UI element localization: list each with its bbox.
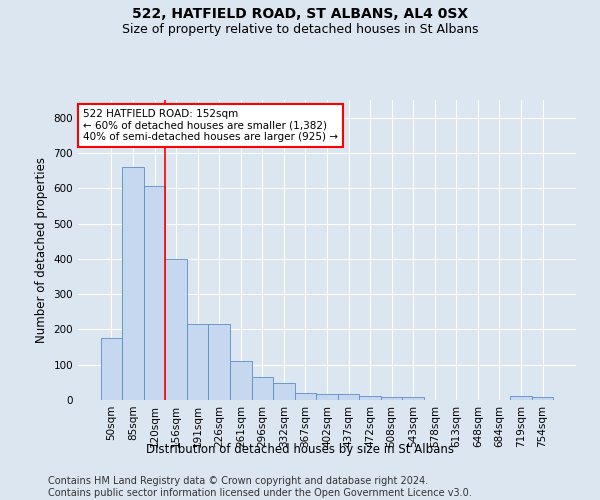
Bar bbox=[208, 324, 230, 400]
Text: Contains HM Land Registry data © Crown copyright and database right 2024.: Contains HM Land Registry data © Crown c… bbox=[48, 476, 428, 486]
Text: 522 HATFIELD ROAD: 152sqm
← 60% of detached houses are smaller (1,382)
40% of se: 522 HATFIELD ROAD: 152sqm ← 60% of detac… bbox=[83, 109, 338, 142]
Bar bbox=[187, 324, 208, 400]
Bar bbox=[316, 394, 338, 400]
Text: Distribution of detached houses by size in St Albans: Distribution of detached houses by size … bbox=[146, 442, 454, 456]
Bar bbox=[510, 396, 532, 400]
Bar bbox=[166, 259, 187, 400]
Bar bbox=[359, 396, 381, 400]
Bar bbox=[101, 338, 122, 400]
Bar bbox=[295, 393, 316, 400]
Bar bbox=[230, 361, 251, 400]
Bar bbox=[403, 397, 424, 400]
Bar bbox=[381, 397, 403, 400]
Bar bbox=[532, 397, 553, 400]
Text: Contains public sector information licensed under the Open Government Licence v3: Contains public sector information licen… bbox=[48, 488, 472, 498]
Bar bbox=[122, 167, 144, 400]
Y-axis label: Number of detached properties: Number of detached properties bbox=[35, 157, 48, 343]
Bar bbox=[338, 394, 359, 400]
Bar bbox=[251, 377, 273, 400]
Text: 522, HATFIELD ROAD, ST ALBANS, AL4 0SX: 522, HATFIELD ROAD, ST ALBANS, AL4 0SX bbox=[132, 8, 468, 22]
Bar bbox=[273, 383, 295, 400]
Bar bbox=[144, 186, 166, 400]
Text: Size of property relative to detached houses in St Albans: Size of property relative to detached ho… bbox=[122, 22, 478, 36]
